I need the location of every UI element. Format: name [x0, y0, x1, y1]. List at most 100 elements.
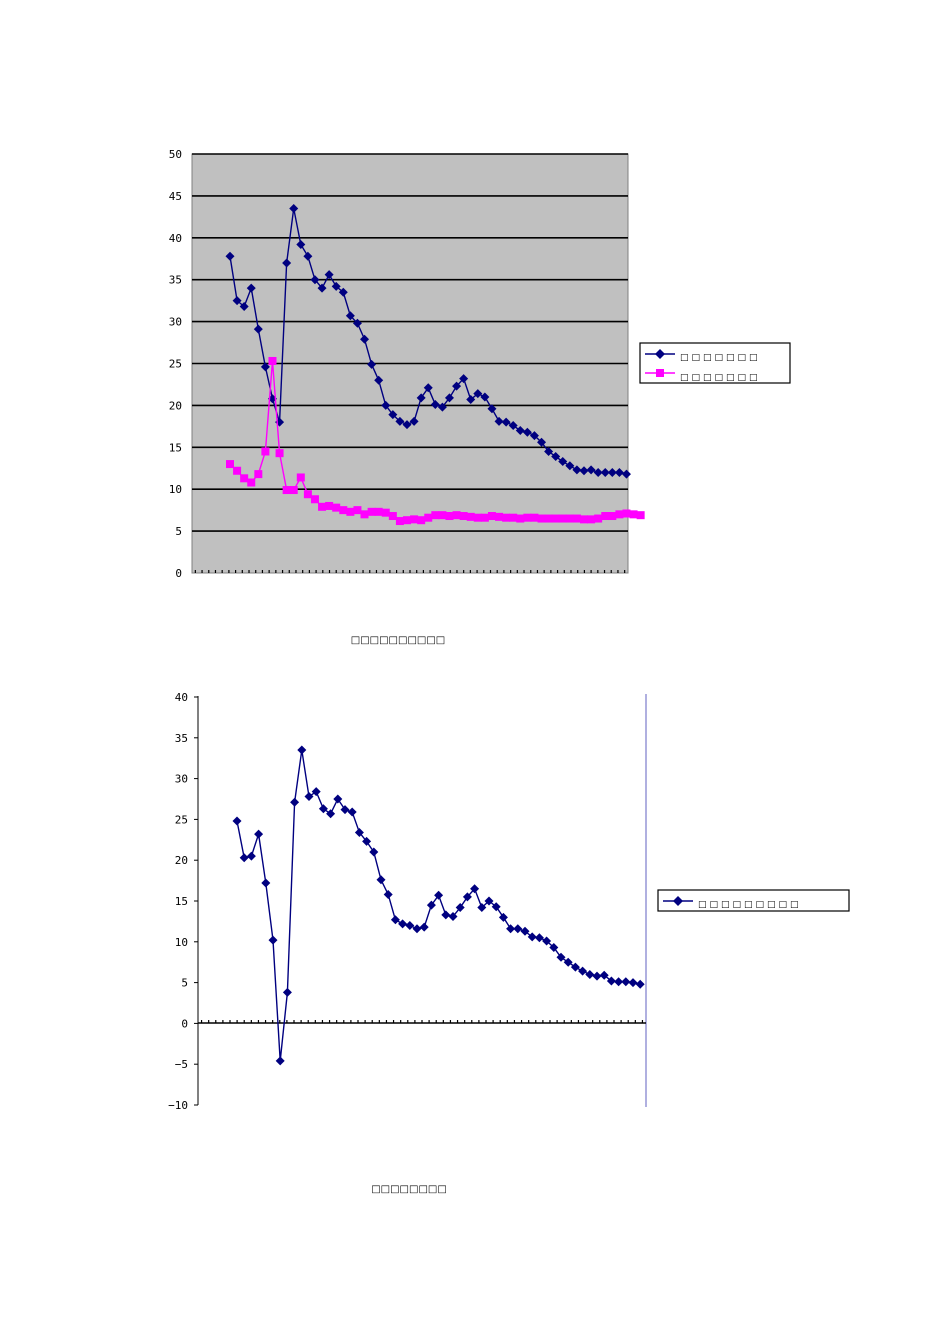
series-1-point: [480, 392, 490, 402]
series-2-point: [310, 495, 319, 504]
series-2-point: [473, 513, 482, 522]
series-1-point: [621, 469, 631, 479]
series-1-point: [390, 915, 400, 925]
series-2-point: [318, 502, 327, 511]
chart-1-gridlines: [192, 153, 628, 532]
series-2-point: [565, 514, 574, 523]
series-2-point: [445, 512, 454, 521]
series-2-point: [516, 514, 525, 523]
series-1-point: [331, 281, 341, 291]
series-1-point: [599, 970, 609, 980]
y-tick-label: 5: [181, 977, 188, 990]
y-tick-label: 10: [175, 936, 188, 949]
series-1-point: [593, 467, 603, 477]
series-2-point: [303, 490, 312, 499]
series-2-point: [367, 507, 376, 516]
series-1-point: [326, 809, 336, 819]
chart-1-legend-label-2: □□□□□□□: [680, 373, 761, 383]
series-2-point: [544, 514, 553, 523]
series-2-point: [452, 511, 461, 520]
series-2-point: [296, 473, 305, 482]
series-1-point: [542, 936, 552, 946]
series-1-point: [529, 431, 539, 441]
series-1-point: [614, 467, 624, 477]
series-1-point: [232, 296, 242, 306]
series-1-point: [310, 275, 320, 285]
series-1-point: [232, 816, 242, 826]
series-1-point: [635, 979, 645, 989]
series-1-point: [556, 952, 566, 962]
series-2-point: [254, 470, 263, 479]
series-1-point: [239, 302, 249, 312]
chart-1-y-tick-labels: 0 5 10 15 20 25 30 35 40 45 50: [169, 148, 182, 580]
y-tick-label: 40: [169, 232, 182, 245]
series-1-point: [513, 924, 523, 934]
series-1-point: [261, 878, 271, 888]
series-2-point: [572, 514, 581, 523]
series-2-point: [466, 512, 475, 521]
series-1-point: [614, 977, 624, 987]
chart-1-legend-label-1: □□□□□□□: [680, 353, 761, 363]
series-1-point: [600, 467, 610, 477]
series-1-point: [369, 847, 379, 857]
series-1-point: [395, 416, 405, 426]
y-tick-label: 0: [175, 567, 182, 580]
y-tick-label: 5: [175, 525, 182, 538]
series-1-point: [522, 427, 532, 437]
series-1-point: [333, 794, 343, 804]
series-1-point: [452, 381, 462, 391]
series-1-point: [376, 875, 386, 885]
series-1-point: [225, 251, 235, 261]
series-1-point: [628, 978, 638, 988]
series-1-point: [374, 375, 384, 385]
series-2-point: [509, 513, 518, 522]
series-2-point: [226, 460, 234, 469]
series-1-point: [405, 920, 415, 930]
series-2-point: [261, 447, 270, 456]
series-1-point: [565, 461, 575, 471]
series-2-point: [558, 514, 567, 523]
series-2-point: [282, 486, 291, 495]
chart-1-caption: □□□□□□□□□□: [351, 635, 445, 646]
series-2-point: [417, 516, 426, 525]
chart-1-legend-marker-2: [656, 369, 664, 377]
y-tick-label: 50: [169, 148, 182, 161]
series-2-point: [275, 449, 284, 458]
series-1-point: [607, 467, 617, 477]
series-1-point: [549, 943, 559, 953]
series-2-point: [551, 514, 560, 523]
series-1-point: [268, 935, 278, 945]
chart-2-y-axis-ticks: [194, 696, 198, 1106]
y-tick-label: 25: [175, 813, 188, 826]
series-2-point: [587, 515, 596, 524]
chart-2-legend: □□□□□□□□□: [657, 889, 850, 912]
series-2-point: [240, 474, 249, 483]
series-1-point: [296, 240, 306, 250]
series-1-point: [592, 971, 602, 981]
series-2-point: [523, 513, 532, 522]
series-1-point: [402, 420, 412, 430]
y-tick-label: 10: [169, 483, 182, 496]
series-2-point: [629, 510, 638, 519]
series-2-point: [395, 517, 404, 526]
series-1-point: [534, 933, 544, 943]
chart-2-caption: □□□□□□□□: [371, 1184, 447, 1195]
series-1-point: [484, 896, 494, 906]
chart-1: 0 5 10 15 20 25 30 35 40 45 50 □□□□□□□ □□□□□□□ □□□…: [169, 148, 791, 646]
chart-2-x-ticks: [200, 1020, 644, 1023]
series-1-point: [508, 421, 518, 431]
series-1-point: [398, 919, 408, 929]
y-tick-label: 20: [175, 854, 188, 867]
chart-2-y-tick-labels: −10 −5 0 5 10 15 20 25 30 35 40: [168, 691, 188, 1112]
series-1-point: [487, 404, 497, 414]
series-1-point: [578, 966, 588, 976]
series-2-point: [480, 513, 489, 522]
series-2-point: [438, 511, 447, 520]
series-1-point: [434, 890, 444, 900]
series-1-point: [362, 836, 372, 846]
series-2-point: [594, 514, 603, 523]
y-tick-label: −5: [175, 1058, 188, 1071]
series-1-point: [381, 400, 391, 410]
series-1-point: [444, 393, 454, 403]
